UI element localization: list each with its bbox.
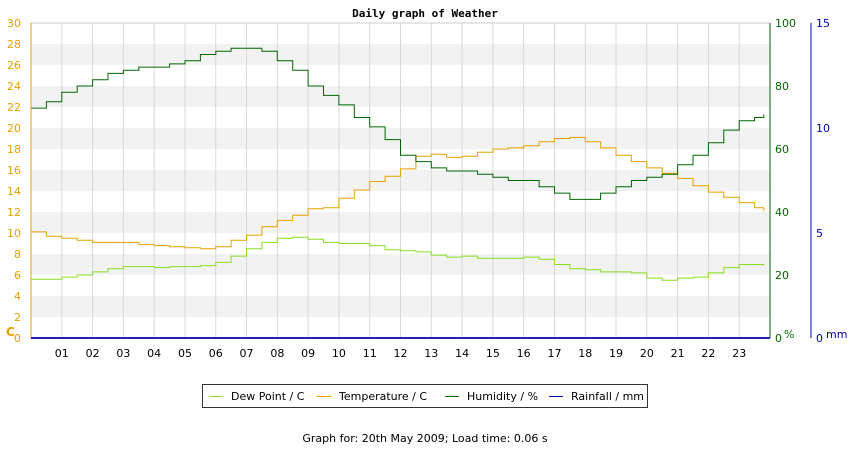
hour-tick-label: 03	[116, 347, 130, 360]
legend-label-dew-point: Dew Point / C	[231, 390, 305, 403]
dew-point-swatch	[209, 395, 223, 397]
rainfall-axis-ticks: 0 5 10 15	[816, 17, 830, 345]
rainfall-tick-label: 15	[816, 17, 830, 30]
humidity-axis-label: %	[784, 328, 794, 341]
rainfall-swatch	[549, 395, 563, 397]
hour-axis-ticks: 01 02 03 04 05 06 07 08 09 10 11 12 13 14 15 16 17 18 19 20…	[55, 347, 746, 360]
humidity-tick-label: 20	[775, 269, 789, 282]
humidity-axis-ticks: 0 20 40 60 80 100	[775, 17, 796, 345]
temperature-tick-label: 18	[7, 143, 21, 156]
temperature-tick-label: 12	[7, 206, 21, 219]
series-line-humidity	[31, 47, 765, 200]
hour-tick-label: 08	[270, 347, 284, 360]
hour-tick-label: 06	[209, 347, 223, 360]
hour-tick-label: 19	[609, 347, 623, 360]
legend-item-dew-point: Dew Point / C	[209, 390, 304, 403]
axis-lines	[30, 23, 812, 339]
legend-label-rainfall: Rainfall / mm	[571, 390, 645, 403]
hour-tick-label: 10	[332, 347, 346, 360]
humidity-tick-label: 40	[775, 206, 789, 219]
vertical-gridlines	[30, 22, 771, 339]
graph-footer: Graph for: 20th May 2009; Load time: 0.0…	[302, 432, 548, 445]
temperature-tick-label: 2	[14, 311, 21, 324]
hour-tick-label: 11	[363, 347, 377, 360]
temperature-tick-label: 10	[7, 227, 21, 240]
humidity-tick-label: 80	[775, 80, 789, 93]
hour-tick-label: 15	[486, 347, 500, 360]
rainfall-tick-label: 10	[816, 122, 830, 135]
hour-tick-label: 13	[424, 347, 438, 360]
temperature-tick-label: 4	[14, 290, 21, 303]
temperature-tick-label: 0	[14, 332, 21, 345]
temperature-tick-label: 20	[7, 122, 21, 135]
hour-tick-label: 16	[517, 347, 531, 360]
hour-tick-label: 20	[640, 347, 654, 360]
rainfall-axis-label: mm	[826, 328, 847, 341]
legend-item-temperature: Temperature / C	[317, 390, 427, 403]
temperature-swatch	[317, 395, 331, 397]
hour-tick-label: 14	[455, 347, 469, 360]
rainfall-tick-label: 5	[816, 227, 823, 240]
temperature-tick-label: 22	[7, 101, 21, 114]
temperature-tick-label: 26	[7, 59, 21, 72]
legend-label-temperature: Temperature / C	[339, 390, 428, 403]
legend-item-humidity: Humidity / %	[445, 390, 538, 403]
temperature-axis-label: C	[6, 325, 15, 339]
humidity-tick-label: 60	[775, 143, 789, 156]
legend-label-humidity: Humidity / %	[467, 390, 539, 403]
temperature-tick-label: 30	[7, 17, 21, 30]
temperature-tick-label: 16	[7, 164, 21, 177]
hour-tick-label: 17	[547, 347, 561, 360]
hour-tick-label: 12	[394, 347, 408, 360]
hour-tick-label: 04	[147, 347, 161, 360]
hour-tick-label: 09	[301, 347, 315, 360]
temperature-tick-label: 24	[7, 80, 21, 93]
temperature-tick-label: 8	[14, 248, 21, 261]
humidity-tick-label: 0	[775, 332, 782, 345]
legend-item-rainfall: Rainfall / mm	[549, 390, 644, 403]
humidity-tick-label: 100	[775, 17, 796, 30]
hour-tick-label: 22	[701, 347, 715, 360]
temperature-tick-label: 14	[7, 185, 21, 198]
hour-tick-label: 07	[240, 347, 254, 360]
rainfall-tick-label: 0	[816, 332, 823, 345]
hour-tick-label: 01	[55, 347, 69, 360]
temperature-tick-label: 28	[7, 38, 21, 51]
chart-title: Daily graph of Weather	[352, 7, 498, 20]
hour-tick-label: 05	[178, 347, 192, 360]
series-line-temperature	[31, 136, 765, 250]
hour-tick-label: 02	[86, 347, 100, 360]
series-line-dew	[31, 236, 765, 281]
humidity-swatch	[445, 395, 459, 397]
hour-tick-label: 18	[578, 347, 592, 360]
temperature-tick-label: 6	[14, 269, 21, 282]
legend: Dew Point / C Temperature / C Humidity /…	[202, 384, 648, 408]
hour-tick-label: 23	[732, 347, 746, 360]
hour-tick-label: 21	[671, 347, 685, 360]
